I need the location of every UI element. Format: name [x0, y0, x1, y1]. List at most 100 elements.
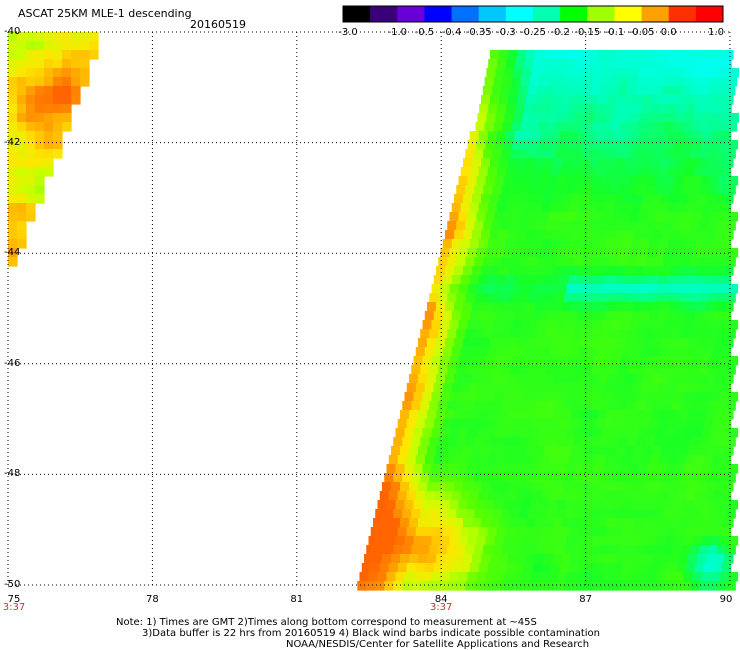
swath-cell — [493, 122, 504, 132]
swath-cell — [699, 293, 709, 303]
swath-cell — [632, 59, 642, 69]
swath-cell — [505, 527, 516, 537]
swath-cell — [492, 185, 502, 195]
swath-cell — [658, 275, 669, 285]
swath-cell — [517, 302, 527, 312]
swath-cell — [573, 185, 583, 195]
swath-cell — [483, 545, 493, 555]
swath-cell — [431, 572, 442, 582]
swath-cell — [548, 536, 559, 546]
swath-cell — [612, 113, 622, 123]
swath-cell — [62, 113, 72, 123]
swath-cell — [581, 86, 592, 96]
swath-cell — [420, 365, 430, 375]
latitude-label: -48 — [4, 468, 21, 480]
swath-cell — [548, 284, 559, 294]
swath-cell — [701, 500, 712, 510]
swath-cell — [44, 50, 54, 60]
swath-cell — [593, 428, 604, 438]
swath-cell — [706, 338, 716, 348]
swath-cell — [703, 563, 714, 573]
swath-cell — [530, 428, 541, 438]
swath-cell — [404, 464, 415, 474]
swath-cell — [449, 356, 460, 366]
swath-cell — [613, 527, 624, 537]
swath-cell — [564, 149, 574, 159]
swath-cell — [512, 392, 523, 402]
swath-cell — [663, 437, 673, 447]
swath-cell — [499, 446, 509, 456]
swath-cell — [44, 140, 54, 150]
swath-cell — [521, 284, 532, 294]
swath-cell — [589, 518, 599, 528]
swath-cell — [510, 473, 520, 483]
swath-cell — [510, 581, 520, 591]
swath-cell — [586, 419, 597, 429]
swath-cell — [694, 563, 705, 573]
swath-cell — [440, 500, 451, 510]
swath-cell — [618, 473, 628, 483]
swath-cell — [485, 176, 496, 186]
swath-cell — [402, 509, 412, 519]
swath-cell — [665, 428, 676, 438]
swath-cell — [728, 212, 739, 222]
swath-cell — [611, 140, 622, 150]
swath-cell — [564, 257, 574, 267]
swath-cell — [555, 401, 565, 411]
swath-cell — [618, 437, 628, 447]
swath-cell — [492, 329, 502, 339]
swath-cell — [519, 473, 529, 483]
swath-cell — [540, 113, 550, 123]
swath-cell — [478, 527, 489, 537]
swath-cell — [490, 518, 500, 528]
swath-cell — [728, 536, 739, 546]
swath-cell — [393, 437, 403, 447]
swath-cell — [661, 158, 671, 168]
swath-cell — [568, 131, 579, 141]
swath-cell — [553, 446, 563, 456]
swath-cell — [445, 338, 455, 348]
swath-cell — [647, 140, 658, 150]
swath-cell — [409, 554, 419, 564]
swath-cell — [706, 302, 716, 312]
swath-cell — [530, 464, 541, 474]
swath-cell — [658, 167, 669, 177]
swath-cell — [645, 365, 655, 375]
swath-cell — [694, 203, 705, 213]
swath-cell — [645, 509, 655, 519]
swath-cell — [611, 464, 622, 474]
swath-cell — [676, 275, 687, 285]
swath-cell — [545, 86, 556, 96]
swath-cell — [613, 455, 624, 465]
swath-cell — [26, 77, 36, 87]
swath-cell — [728, 140, 739, 150]
swath-cell — [8, 59, 18, 69]
swath-cell — [460, 275, 471, 285]
swath-cell — [562, 95, 572, 105]
swath-cell — [661, 554, 671, 564]
swath-cell — [710, 356, 721, 366]
swath-cell — [582, 293, 592, 303]
swath-cell — [728, 500, 739, 510]
swath-cell — [514, 455, 525, 465]
swath-cell — [667, 455, 678, 465]
swath-cell — [505, 563, 516, 573]
swath-cell — [17, 203, 27, 213]
swath-cell — [701, 356, 712, 366]
swath-cell — [512, 464, 523, 474]
swath-cell — [691, 77, 702, 87]
swath-cell — [395, 500, 406, 510]
swath-cell — [600, 581, 610, 591]
swath-cell — [476, 572, 487, 582]
swath-cell — [557, 248, 568, 258]
swath-cell — [375, 545, 385, 555]
swath-cell — [726, 257, 736, 267]
swath-cell — [693, 68, 703, 78]
swath-cell — [566, 140, 577, 150]
swath-cell — [650, 59, 660, 69]
swath-cell — [449, 536, 460, 546]
colorbar-swatch — [478, 6, 507, 22]
swath-cell — [564, 509, 574, 519]
swath-cell — [550, 455, 561, 465]
swath-cell — [595, 311, 606, 321]
